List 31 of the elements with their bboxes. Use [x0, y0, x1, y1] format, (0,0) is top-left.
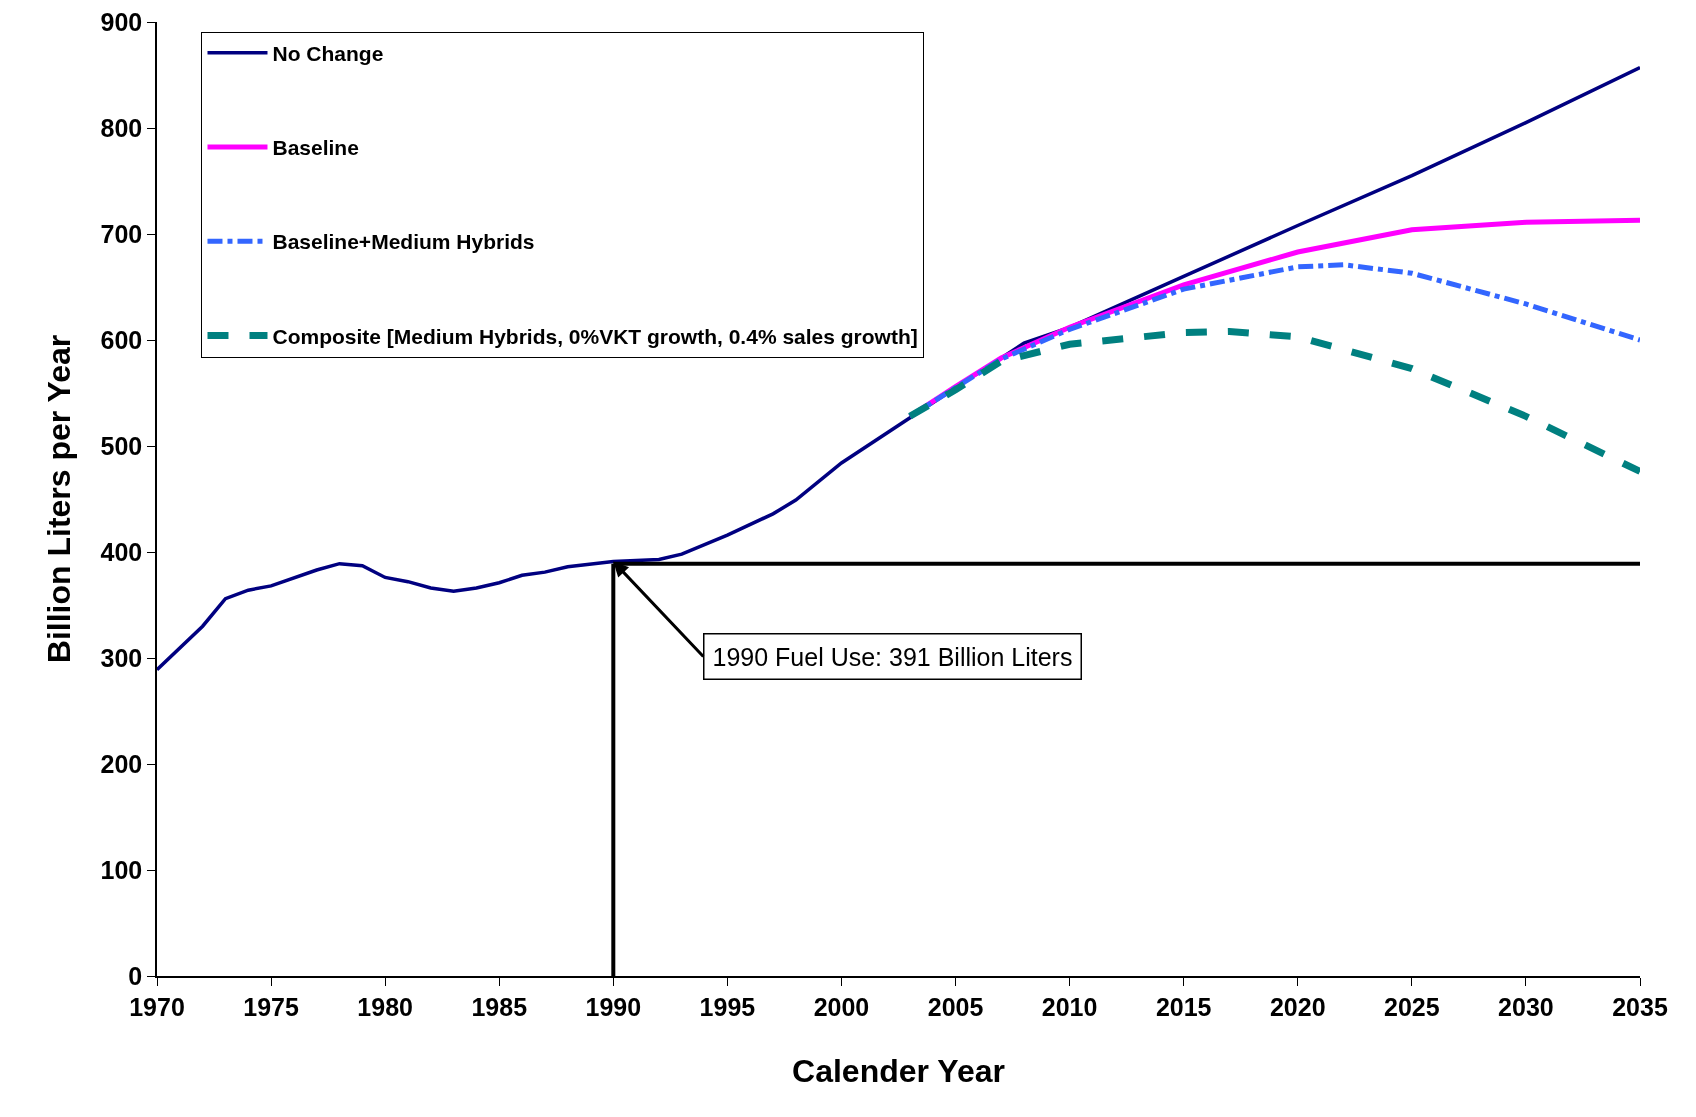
- y-tick-label: 500: [100, 431, 143, 460]
- legend-label: Baseline: [272, 136, 359, 160]
- y-tick-label: 300: [100, 643, 143, 672]
- y-tick-label: 900: [100, 7, 143, 36]
- x-tick-label: 1995: [699, 992, 756, 1021]
- x-tick-label: 1975: [243, 992, 299, 1021]
- x-tick-label: 1980: [357, 992, 413, 1021]
- x-tick-label: 2010: [1041, 992, 1098, 1021]
- y-tick-label: 600: [100, 325, 143, 354]
- x-tick-label: 1985: [471, 992, 528, 1021]
- y-tick-label: 0: [128, 961, 143, 990]
- x-tick-label: 2030: [1498, 992, 1554, 1021]
- x-tick-label: 2035: [1612, 992, 1668, 1021]
- x-axis-title: Calender Year: [792, 1053, 1005, 1090]
- y-tick-label: 100: [100, 855, 143, 884]
- legend-label: Baseline+Medium Hybrids: [272, 230, 535, 254]
- x-tick-label: 2000: [813, 992, 870, 1021]
- y-tick-label: 700: [100, 219, 143, 248]
- legend-label: Composite [Medium Hybrids, 0%VKT growth, 0.4% sales growth]: [272, 324, 918, 348]
- annotation: 1990 Fuel Use: 391 Billion Liters: [712, 642, 1073, 671]
- x-tick-label: 2020: [1269, 992, 1326, 1021]
- x-tick-label: 2025: [1384, 992, 1440, 1021]
- x-tick-label: 2005: [927, 992, 984, 1021]
- y-tick-label: 400: [100, 537, 143, 566]
- x-tick-label: 2015: [1155, 992, 1212, 1021]
- x-tick-label: 1970: [129, 992, 185, 1021]
- y-axis-title: Billion Liters per Year: [41, 334, 78, 664]
- x-tick-label: 1990: [585, 992, 642, 1021]
- y-tick-label: 800: [100, 113, 143, 142]
- legend-label: No Change: [272, 41, 384, 65]
- y-tick-label: 200: [100, 749, 143, 778]
